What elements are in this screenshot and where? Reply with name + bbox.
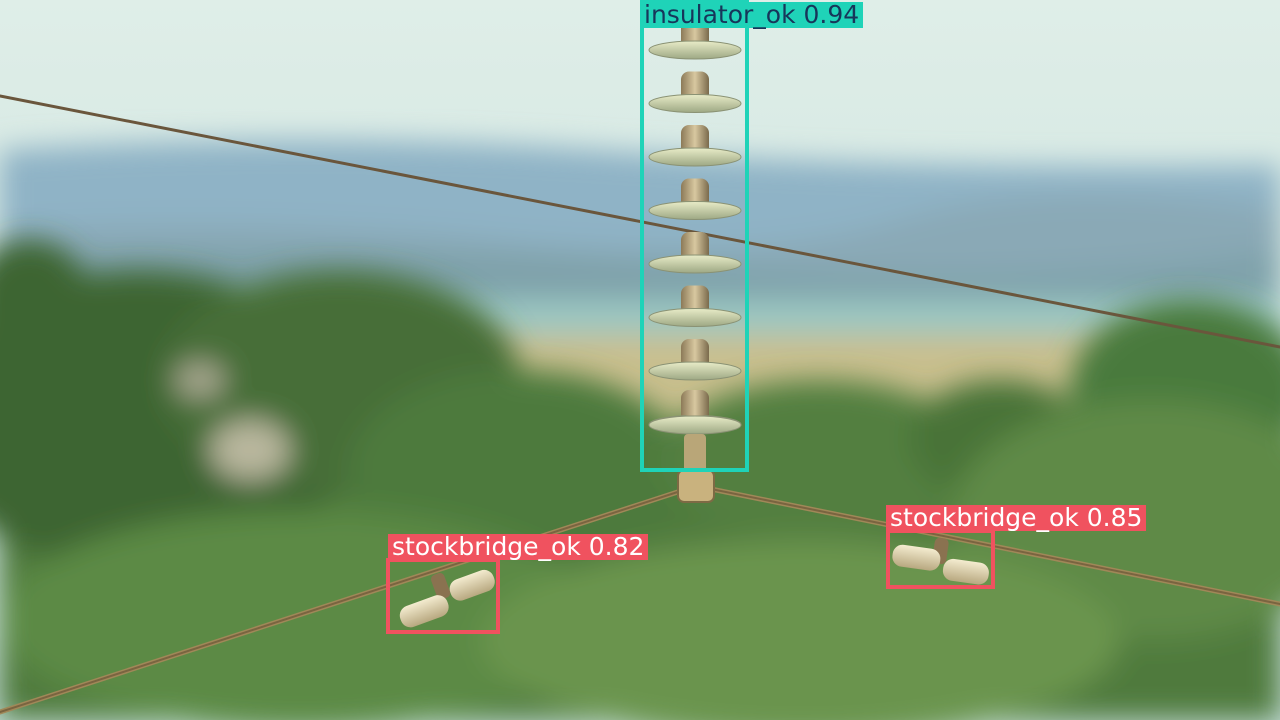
insulator-detection-label: insulator_ok 0.94	[640, 2, 864, 28]
insulator-disc	[648, 361, 742, 381]
stockbridge-detection-box-right	[886, 529, 995, 589]
stockbridge-damper-left	[399, 569, 495, 628]
stockbridge-detection-label-right: stockbridge_ok 0.85	[886, 505, 1147, 531]
stockbridge-detection-label-left: stockbridge_ok 0.82	[388, 534, 649, 560]
stockbridge-damper-right	[892, 537, 989, 585]
insulator-disc	[648, 147, 742, 167]
insulator-cap	[681, 390, 709, 416]
insulator-disc	[648, 94, 742, 113]
insulator-disc	[648, 308, 742, 327]
insulator-string	[648, 18, 742, 435]
insulator-detection-box	[640, 0, 749, 472]
insulator-disc	[648, 40, 742, 60]
stockbridge-detection-box-left	[386, 558, 500, 634]
foreground-trees	[0, 240, 1280, 720]
insulator-disc	[648, 201, 742, 220]
insulator-disc	[648, 254, 742, 274]
